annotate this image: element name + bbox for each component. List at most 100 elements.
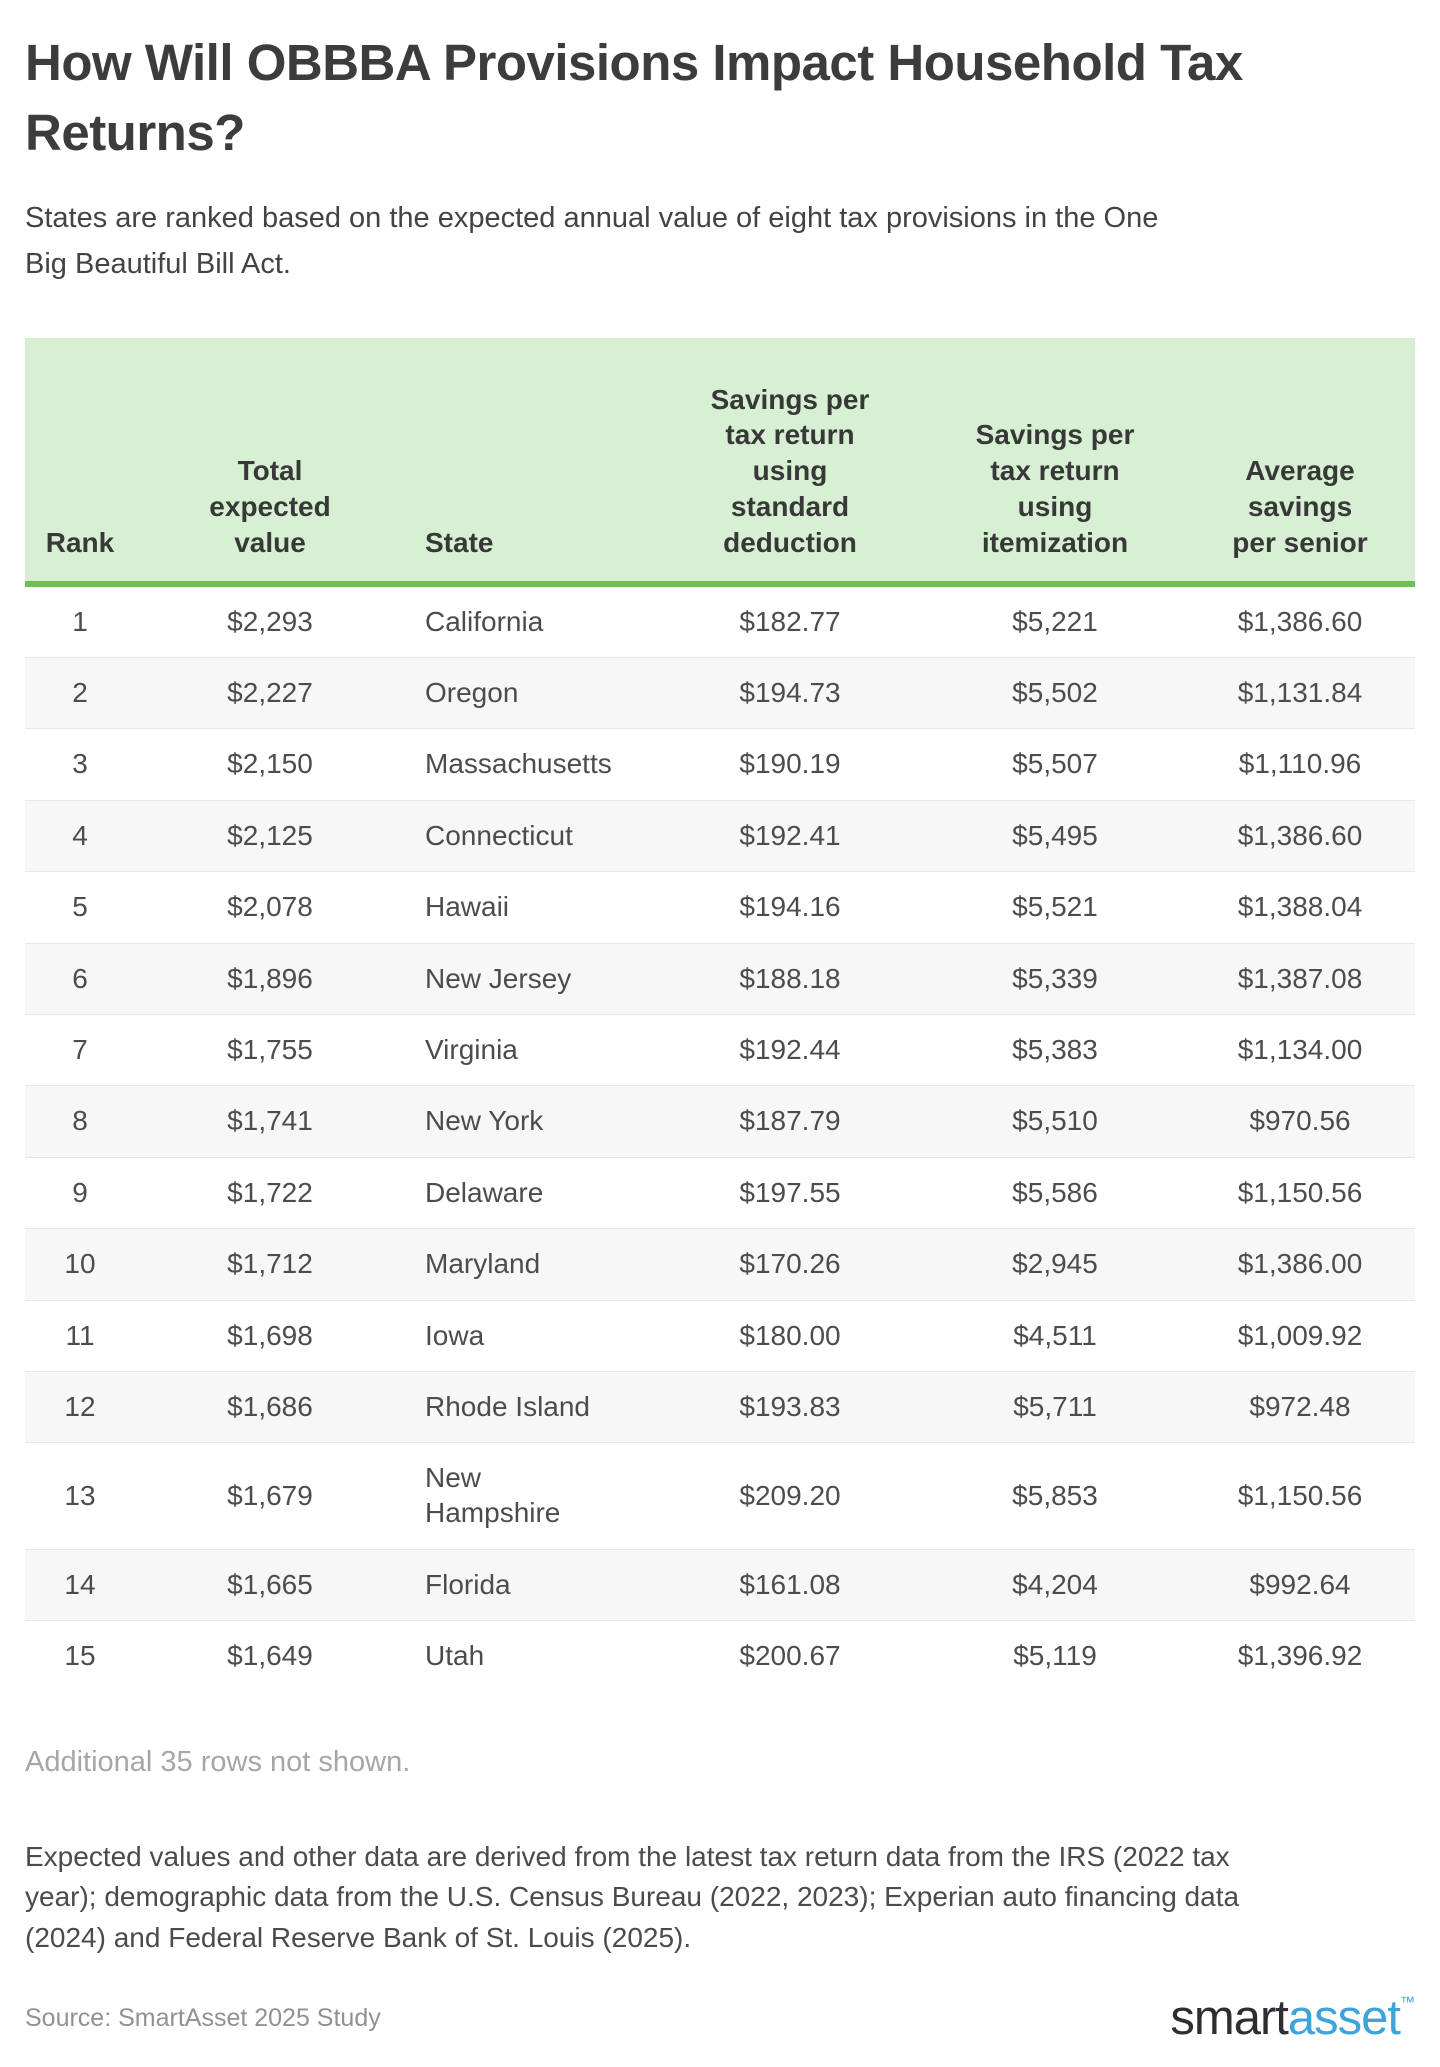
state-cell: California [425, 605, 544, 637]
state-cell: Rhode Island [425, 1390, 591, 1422]
table-row: 9 $1,722 Delaware $197.55 $5,586 $1,150.56 [25, 1157, 1415, 1228]
methodology-note: Expected values and other data are deriv… [25, 1840, 1240, 1953]
table-row: 11 $1,698 Iowa $180.00 $4,511 $1,009.92 [25, 1300, 1415, 1371]
smartasset-logo: smartasset™ [1170, 1994, 1415, 2043]
savings-standard-deduction-cell: $187.79 [739, 1105, 841, 1137]
average-savings-per-senior-cell: $1,150.56 [1237, 1176, 1363, 1208]
table-body: 1 $2,293 California $182.77 $5,221 $1,386.60 2… [25, 584, 1415, 1692]
rank-cell: 14 [64, 1568, 96, 1600]
column-header-rank: Rank [25, 337, 135, 587]
average-savings-per-senior-cell: $1,386.60 [1237, 819, 1363, 851]
state-cell: Oregon [425, 677, 519, 709]
savings-standard-deduction-cell: $200.67 [739, 1640, 841, 1672]
state-cell: Florida [425, 1568, 511, 1600]
rank-cell: 12 [64, 1390, 96, 1422]
rank-cell: 11 [65, 1319, 95, 1351]
rank-cell: 9 [72, 1176, 88, 1208]
rank-cell: 6 [72, 962, 88, 994]
savings-standard-deduction-cell: $197.55 [739, 1176, 841, 1208]
savings-itemization-cell: $5,495 [1012, 819, 1098, 851]
rank-cell: 13 [64, 1479, 96, 1511]
average-savings-per-senior-cell: $970.56 [1249, 1105, 1351, 1137]
savings-itemization-cell: $5,339 [1012, 962, 1098, 994]
state-cell: Maryland [425, 1248, 541, 1280]
total-expected-value-cell: $1,722 [227, 1176, 313, 1208]
average-savings-per-senior-cell: $1,387.08 [1237, 962, 1363, 994]
savings-itemization-cell: $5,711 [1013, 1390, 1097, 1422]
rank-cell: 3 [72, 748, 88, 780]
rank-cell: 4 [72, 819, 88, 851]
savings-itemization-cell: $2,945 [1012, 1248, 1098, 1280]
savings-standard-deduction-cell: $188.18 [739, 962, 841, 994]
rank-cell: 15 [64, 1640, 96, 1672]
table-row: 12 $1,686 Rhode Island $193.83 $5,711 $972.48 [25, 1371, 1415, 1443]
state-cell: Utah [425, 1640, 485, 1672]
savings-standard-deduction-cell: $190.19 [739, 748, 841, 780]
average-savings-per-senior-cell: $972.48 [1249, 1390, 1351, 1422]
total-expected-value-cell: $2,150 [227, 748, 313, 780]
table-row: 2 $2,227 Oregon $194.73 $5,502 $1,131.84 [25, 657, 1415, 729]
table-row: 13 $1,679 New Hampshire $209.20 $5,853 $1,150… [25, 1442, 1415, 1549]
total-expected-value-cell: $1,679 [227, 1479, 313, 1511]
savings-standard-deduction-cell: $194.16 [739, 891, 841, 923]
column-header-total-expected-value: Total expected value [135, 337, 405, 587]
source-credit: Source: SmartAsset 2025 Study [25, 2004, 381, 2033]
table-row: 15 $1,649 Utah $200.67 $5,119 $1,396.92 [25, 1620, 1415, 1692]
savings-itemization-cell: $5,510 [1012, 1105, 1098, 1137]
table-row: 14 $1,665 Florida $161.08 $4,204 $992.64 [25, 1549, 1415, 1621]
savings-itemization-cell: $4,204 [1012, 1568, 1098, 1600]
savings-itemization-cell: $5,521 [1012, 891, 1098, 923]
average-savings-per-senior-cell: $1,388.04 [1237, 891, 1363, 923]
state-cell: Virginia [425, 1034, 518, 1066]
logo-smart: smart [1170, 1991, 1288, 2046]
average-savings-per-senior-cell: $1,386.00 [1237, 1248, 1363, 1280]
rank-cell: 7 [72, 1034, 88, 1066]
rank-cell: 5 [72, 891, 88, 923]
state-cell: Iowa [425, 1319, 485, 1351]
average-savings-per-senior-cell: $1,134.00 [1237, 1034, 1363, 1066]
table-row: 7 $1,755 Virginia $192.44 $5,383 $1,134.00 [25, 1014, 1415, 1086]
state-cell: New Jersey [425, 962, 572, 994]
column-header-savings-standard-deduction: Savings per tax return using standard de… [655, 337, 925, 587]
total-expected-value-cell: $2,078 [227, 891, 313, 923]
table-row: 1 $2,293 California $182.77 $5,221 $1,386.60 [25, 584, 1415, 658]
page-title: How Will OBBBA Provisions Impact Househo… [25, 34, 1243, 162]
total-expected-value-cell: $1,649 [227, 1640, 313, 1672]
savings-standard-deduction-cell: $209.20 [739, 1479, 841, 1511]
total-expected-value-cell: $2,125 [227, 819, 313, 851]
total-expected-value-cell: $1,698 [227, 1319, 313, 1351]
average-savings-per-senior-cell: $1,150.56 [1237, 1479, 1363, 1511]
total-expected-value-cell: $1,686 [227, 1390, 313, 1422]
column-header-average-savings-per-senior: Average savings per senior [1185, 337, 1415, 587]
savings-standard-deduction-cell: $194.73 [739, 677, 841, 709]
total-expected-value-cell: $1,741 [227, 1105, 313, 1137]
savings-standard-deduction-cell: $192.41 [739, 819, 841, 851]
logo-asset: asset [1287, 1991, 1401, 2046]
rank-cell: 2 [72, 677, 88, 709]
savings-itemization-cell: $5,586 [1012, 1176, 1098, 1208]
column-header-savings-itemization: Savings per tax return using itemization [925, 337, 1185, 587]
footer: Source: SmartAsset 2025 Study smartasset… [25, 1994, 1415, 2043]
savings-standard-deduction-cell: $192.44 [739, 1034, 841, 1066]
average-savings-per-senior-cell: $1,386.60 [1237, 605, 1363, 637]
state-cell: Delaware [425, 1176, 544, 1208]
table-row: 3 $2,150 Massachusetts $190.19 $5,507 $1,110.… [25, 728, 1415, 800]
total-expected-value-cell: $1,896 [227, 962, 313, 994]
ranking-table: Rank Total expected value State Savings … [25, 337, 1415, 1692]
table-row: 6 $1,896 New Jersey $188.18 $5,339 $1,387.08 [25, 943, 1415, 1015]
savings-itemization-cell: $5,221 [1012, 605, 1098, 637]
column-header-state: State [405, 337, 655, 587]
savings-itemization-cell: $5,507 [1012, 748, 1098, 780]
average-savings-per-senior-cell: $1,131.84 [1237, 677, 1363, 709]
total-expected-value-cell: $1,665 [227, 1568, 313, 1600]
rows-not-shown-note: Additional 35 rows not shown. [25, 1745, 411, 1778]
total-expected-value-cell: $2,227 [227, 677, 313, 709]
total-expected-value-cell: $1,755 [227, 1034, 313, 1066]
state-cell: New York [425, 1105, 544, 1137]
rank-cell: 8 [72, 1105, 88, 1137]
average-savings-per-senior-cell: $992.64 [1249, 1568, 1351, 1600]
savings-itemization-cell: $5,383 [1012, 1034, 1098, 1066]
savings-itemization-cell: $4,511 [1013, 1319, 1097, 1351]
state-cell: Massachusetts [425, 748, 612, 780]
